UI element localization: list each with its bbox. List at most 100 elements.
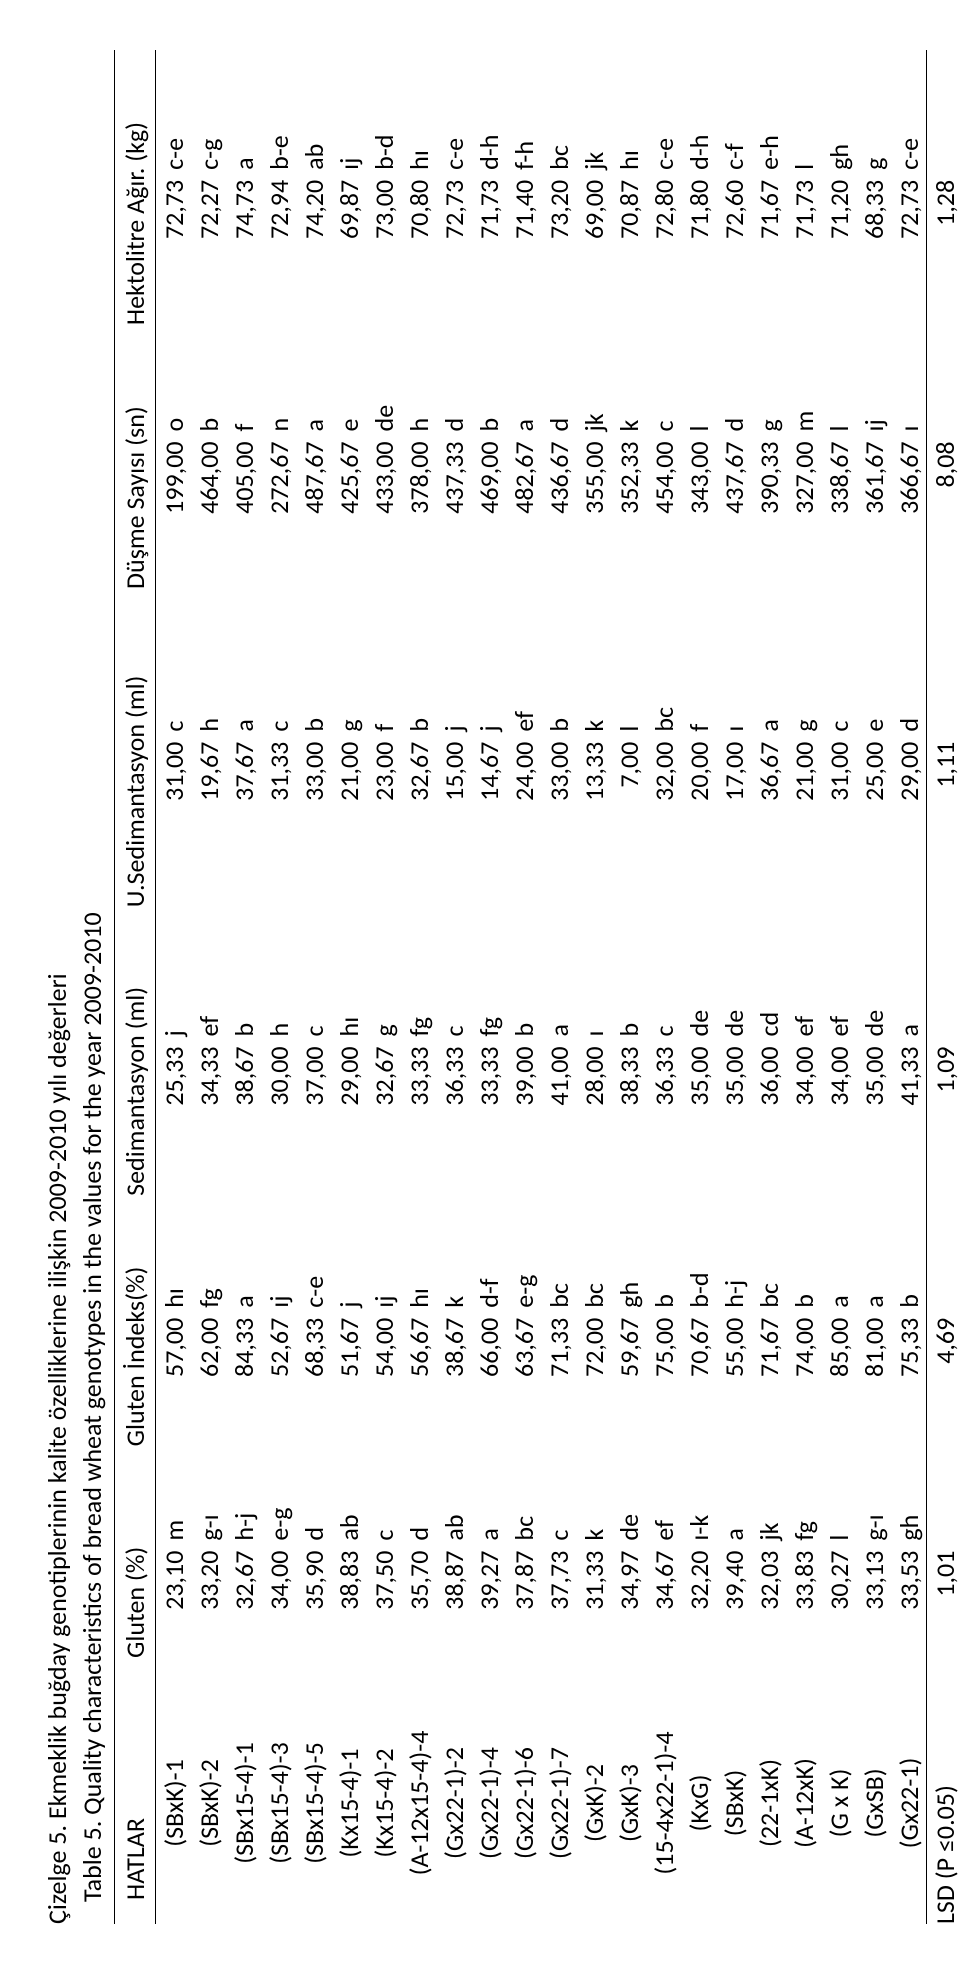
- value-cell: 15,00: [436, 740, 471, 914]
- group-cell: bc: [506, 1452, 541, 1548]
- value-cell: 72,73: [891, 178, 927, 331]
- group-cell: e: [856, 595, 891, 740]
- value-cell: 31,33: [261, 740, 296, 914]
- group-cell: gh: [611, 1202, 646, 1316]
- value-cell: 38,83: [331, 1549, 366, 1664]
- value-cell: 35,00: [856, 1044, 891, 1201]
- value-cell: 28,00: [576, 1044, 611, 1201]
- group-cell: j: [436, 595, 471, 740]
- group-cell: [927, 331, 960, 439]
- table-row: (SBx15-4)-535,90d68,33c-e37,00c33,00b487…: [296, 50, 331, 1924]
- group-cell: c: [646, 331, 681, 439]
- value-cell: 38,33: [611, 1044, 646, 1201]
- value-cell: 23,10: [156, 1549, 192, 1664]
- value-cell: 36,33: [646, 1044, 681, 1201]
- caption-tr: Çizelge 5. Ekmeklik buğday genotiplerini…: [40, 50, 75, 1924]
- data-table: HATLAR Gluten (%) Gluten İndeks(%) Sedim…: [114, 50, 960, 1924]
- row-label: (SBxK): [716, 1664, 751, 1924]
- row-label: (KxG): [681, 1664, 716, 1924]
- value-cell: 68,33: [296, 1316, 331, 1453]
- row-label: (GxSB): [856, 1664, 891, 1924]
- value-cell: 338,67: [821, 439, 856, 595]
- value-cell: 52,67: [261, 1316, 296, 1453]
- group-cell: l: [681, 331, 716, 439]
- value-cell: 81,00: [856, 1316, 891, 1453]
- group-cell: b: [891, 1202, 927, 1316]
- value-cell: 37,73: [541, 1549, 576, 1664]
- group-cell: hı: [611, 50, 646, 178]
- value-cell: 72,94: [261, 178, 296, 331]
- value-cell: 199,00: [156, 439, 192, 595]
- group-cell: c: [821, 595, 856, 740]
- value-cell: 29,00: [891, 740, 927, 914]
- group-cell: g: [786, 595, 821, 740]
- group-cell: de: [716, 913, 751, 1044]
- group-cell: h-j: [226, 1452, 261, 1548]
- value-cell: 75,33: [891, 1316, 927, 1453]
- group-cell: d-h: [471, 50, 506, 178]
- group-cell: fg: [786, 1452, 821, 1548]
- group-cell: c-f: [716, 50, 751, 178]
- row-label: (Gx22-1)-7: [541, 1664, 576, 1924]
- value-cell: 36,67: [751, 740, 786, 914]
- value-cell: 352,33: [611, 439, 646, 595]
- table-row: (15-4x22-1)-434,67ef75,00b36,33c32,00bc4…: [646, 50, 681, 1924]
- group-cell: l: [821, 331, 856, 439]
- group-cell: b: [541, 595, 576, 740]
- row-label: (SBxK)-2: [191, 1664, 226, 1924]
- group-cell: f: [366, 595, 401, 740]
- group-cell: b: [191, 331, 226, 439]
- group-cell: k: [576, 595, 611, 740]
- value-cell: 32,67: [226, 1549, 261, 1664]
- group-cell: l: [786, 50, 821, 178]
- value-cell: 35,00: [716, 1044, 751, 1201]
- col-gluten: Gluten (%): [115, 1452, 156, 1664]
- group-cell: b: [611, 913, 646, 1044]
- value-cell: 51,67: [331, 1316, 366, 1453]
- value-cell: 30,27: [821, 1549, 856, 1664]
- group-cell: a: [296, 331, 331, 439]
- value-cell: 17,00: [716, 740, 751, 914]
- row-label: (Gx22-1)-6: [506, 1664, 541, 1924]
- group-cell: b: [646, 1202, 681, 1316]
- group-cell: ef: [191, 913, 226, 1044]
- group-cell: ı: [716, 595, 751, 740]
- value-cell: 433,00: [366, 439, 401, 595]
- group-cell: g-ı: [856, 1452, 891, 1548]
- group-cell: l: [611, 595, 646, 740]
- value-cell: 33,83: [786, 1549, 821, 1664]
- row-label: (15-4x22-1)-4: [646, 1664, 681, 1924]
- value-cell: 71,20: [821, 178, 856, 331]
- col-gluten-index: Gluten İndeks(%): [115, 1202, 156, 1453]
- value-cell: 31,00: [821, 740, 856, 914]
- group-cell: ı-k: [681, 1452, 716, 1548]
- row-label: (Kx15-4)-1: [331, 1664, 366, 1924]
- group-cell: fg: [471, 913, 506, 1044]
- value-cell: 33,20: [191, 1549, 226, 1664]
- row-label: (A-12x15-4)-4: [401, 1664, 436, 1924]
- table-row: (Gx22-1)-637,87bc63,67e-g39,00b24,00ef48…: [506, 50, 541, 1924]
- group-cell: a: [226, 1202, 261, 1316]
- value-cell: 425,67: [331, 439, 366, 595]
- table-row: (22-1xK)32,03jk71,67bc36,00cd36,67a390,3…: [751, 50, 786, 1924]
- caption-en: Table 5. Quality characteristics of brea…: [75, 50, 110, 1924]
- group-cell: a: [471, 1452, 506, 1548]
- row-label: (SBx15-4)-5: [296, 1664, 331, 1924]
- value-cell: 29,00: [331, 1044, 366, 1201]
- group-cell: c: [296, 913, 331, 1044]
- value-cell: 74,00: [786, 1316, 821, 1453]
- value-cell: 71,67: [751, 1316, 786, 1453]
- group-cell: a: [541, 913, 576, 1044]
- value-cell: 66,00: [471, 1316, 506, 1453]
- value-cell: 35,00: [681, 1044, 716, 1201]
- group-cell: d-f: [471, 1202, 506, 1316]
- group-cell: c-e: [296, 1202, 331, 1316]
- value-cell: 72,00: [576, 1316, 611, 1453]
- value-cell: 436,67: [541, 439, 576, 595]
- value-cell: 69,87: [331, 178, 366, 331]
- value-cell: 1,28: [927, 178, 960, 331]
- value-cell: 8,08: [927, 439, 960, 595]
- group-cell: b: [471, 331, 506, 439]
- table-row: (Gx22-1)33,53gh75,33b41,33a29,00d366,67ı…: [891, 50, 927, 1924]
- group-cell: g: [751, 331, 786, 439]
